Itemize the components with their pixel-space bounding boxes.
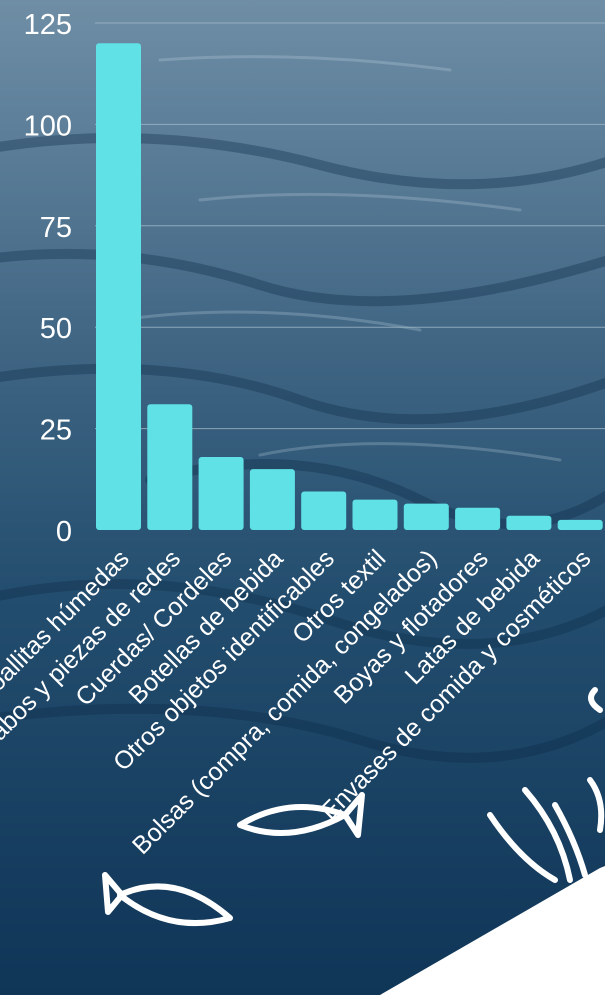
bar <box>249 469 295 530</box>
y-tick-label: 75 <box>40 212 72 244</box>
y-tick-label: 100 <box>24 110 72 142</box>
bar <box>96 43 141 530</box>
y-tick-label: 50 <box>40 313 72 345</box>
y-tick-label: 125 <box>24 9 72 41</box>
bar <box>352 499 398 530</box>
bar <box>147 404 193 530</box>
bar <box>403 503 449 530</box>
bar <box>198 456 244 530</box>
y-tick-label: 25 <box>40 415 72 447</box>
paper-corner <box>380 866 605 995</box>
bar <box>301 491 347 530</box>
seaweed-icon <box>487 687 605 883</box>
fish-icon <box>102 872 233 926</box>
bar <box>455 507 501 530</box>
bar <box>557 519 603 530</box>
bar <box>506 515 552 530</box>
y-tick-label: 0 <box>56 516 72 548</box>
fish-icon <box>237 792 365 838</box>
